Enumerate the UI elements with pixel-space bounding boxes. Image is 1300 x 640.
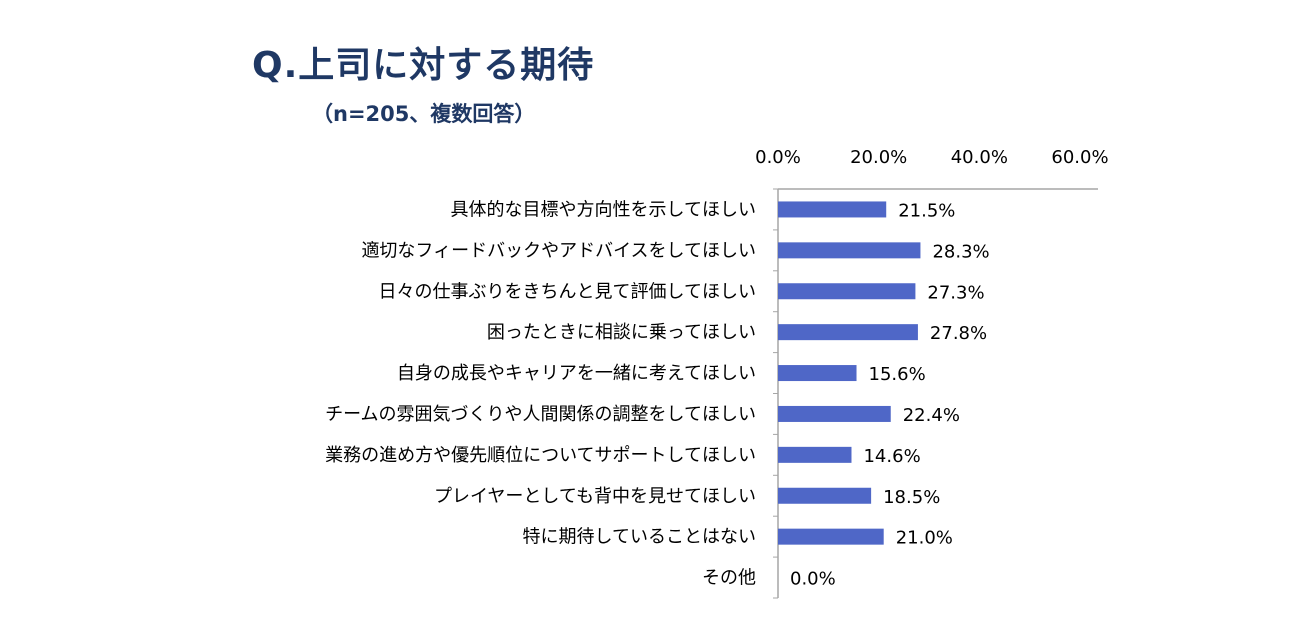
category-label: 日々の仕事ぶりをきちんと見て評価してほしい: [379, 281, 756, 302]
category-label: 特に期待していることはない: [523, 527, 756, 548]
bar: [778, 446, 852, 463]
category-label: 適切なフィードバックやアドバイスをしてほしい: [361, 240, 756, 261]
value-label: 21.0%: [896, 528, 953, 549]
value-label: 15.6%: [869, 364, 926, 385]
chart-subtitle: （n=205、複数回答）: [312, 102, 536, 126]
category-label: その他: [702, 568, 756, 589]
value-label: 14.6%: [863, 446, 920, 467]
bar: [778, 242, 921, 259]
category-label: 業務の進め方や優先順位についてサポートしてほしい: [325, 445, 756, 466]
bar: [778, 365, 857, 382]
bar: [778, 487, 872, 504]
value-label: 27.8%: [930, 323, 987, 344]
x-tick-label: 60.0%: [1051, 147, 1108, 168]
bar: [778, 324, 918, 341]
category-label: チームの雰囲気づくりや人間関係の調整をしてほしい: [325, 404, 756, 425]
category-label: 自身の成長やキャリアを一緒に考えてほしい: [397, 363, 756, 384]
bar: [778, 283, 916, 300]
value-label: 18.5%: [883, 487, 940, 508]
category-label: プレイヤーとしても背中を見せてほしい: [434, 486, 756, 507]
bar: [778, 528, 884, 545]
value-label: 22.4%: [903, 405, 960, 426]
bar: [778, 201, 887, 218]
x-tick-label: 0.0%: [755, 147, 801, 168]
value-label: 0.0%: [790, 569, 836, 590]
category-label: 困ったときに相談に乗ってほしい: [487, 322, 756, 343]
x-tick-label: 40.0%: [951, 147, 1008, 168]
x-tick-label: 20.0%: [850, 147, 907, 168]
value-label: 28.3%: [932, 241, 989, 262]
category-label: 具体的な目標や方向性を示してほしい: [451, 199, 756, 220]
bar: [778, 405, 891, 422]
value-label: 27.3%: [927, 282, 984, 303]
chart-title: Q.上司に対する期待: [252, 45, 595, 86]
value-label: 21.5%: [898, 200, 955, 221]
